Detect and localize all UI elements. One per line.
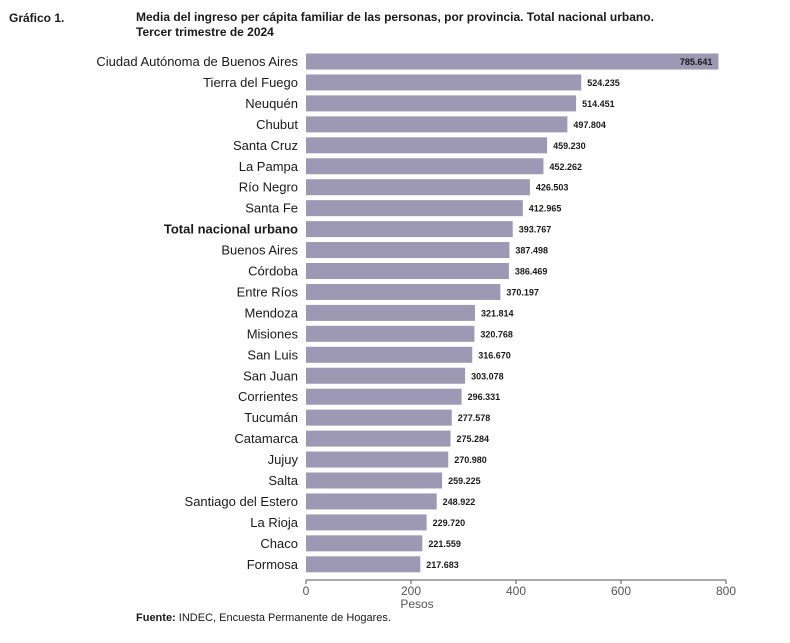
category-label: Neuquén: [245, 96, 298, 111]
category-label: Mendoza: [245, 305, 299, 320]
bar: [306, 346, 473, 363]
category-label: Corrientes: [238, 389, 298, 404]
data-label: 452.262: [549, 162, 582, 172]
bar: [306, 221, 513, 238]
category-label: Córdoba: [248, 264, 299, 279]
category-label: Salta: [268, 473, 298, 488]
category-label: Total nacional urbano: [164, 222, 298, 237]
data-label: 514.451: [582, 99, 615, 109]
data-label: 320.768: [480, 329, 513, 339]
data-label: 459.230: [553, 141, 586, 151]
category-label: La Pampa: [239, 159, 299, 174]
source-note: Fuente: INDEC, Encuesta Permanente de Ho…: [136, 612, 391, 624]
source-text: INDEC, Encuesta Permanente de Hogares.: [178, 612, 391, 624]
source-label: Fuente:: [136, 612, 176, 624]
data-label: 303.078: [471, 371, 504, 381]
bar: [306, 388, 462, 405]
data-label: 386.469: [515, 267, 548, 277]
data-label: 270.980: [454, 455, 487, 465]
bar: [306, 325, 475, 342]
figure-label: Gráfico 1.: [9, 11, 65, 25]
x-tick-label: 200: [401, 584, 421, 598]
category-label: Chubut: [256, 117, 298, 132]
category-label: Buenos Aires: [221, 243, 298, 258]
category-label: Tierra del Fuego: [203, 75, 298, 90]
chart-title: Media del ingreso per cápita familiar de…: [136, 10, 654, 40]
category-label: Catamarca: [234, 431, 298, 446]
bar: [306, 179, 530, 196]
bar: [306, 493, 437, 510]
bar: [306, 535, 423, 552]
data-label: 316.670: [478, 350, 511, 360]
category-label: Entre Ríos: [237, 284, 299, 299]
data-label: 221.559: [428, 539, 461, 549]
bar: [306, 53, 719, 70]
x-tick-label: 600: [611, 584, 631, 598]
category-label: Jujuy: [268, 452, 299, 467]
bar: [306, 137, 548, 154]
category-label: Río Negro: [239, 180, 298, 195]
bar: [306, 74, 582, 91]
bar: [306, 200, 523, 217]
data-label: 387.498: [515, 246, 548, 256]
bar: [306, 158, 544, 175]
data-label: 370.197: [506, 287, 539, 297]
data-label: 259.225: [448, 476, 481, 486]
data-label: 426.503: [536, 183, 569, 193]
data-label: 229.720: [433, 518, 466, 528]
bar: [306, 472, 443, 489]
category-label: Misiones: [247, 326, 299, 341]
data-label: 275.284: [457, 434, 490, 444]
bar: [306, 304, 475, 321]
x-tick-label: 0: [303, 584, 310, 598]
category-label: Santa Fe: [245, 201, 298, 216]
data-label: 412.965: [529, 204, 562, 214]
bar: [306, 242, 510, 259]
chart-title-line-2: Tercer trimestre de 2024: [136, 25, 274, 39]
category-label: La Rioja: [250, 515, 298, 530]
bar: [306, 263, 509, 279]
data-label: 393.767: [519, 225, 552, 235]
x-tick-label: 800: [716, 584, 736, 598]
x-tick-label: 400: [506, 584, 526, 598]
data-label: 277.578: [458, 413, 491, 423]
x-axis-title: Pesos: [400, 597, 433, 611]
category-label: San Luis: [247, 347, 298, 362]
data-label: 248.922: [443, 497, 476, 507]
data-label: 296.331: [468, 392, 501, 402]
bar: [306, 451, 449, 468]
category-label: Santiago del Estero: [185, 494, 298, 509]
bar: [306, 409, 452, 426]
category-label: Tucumán: [244, 410, 298, 425]
category-label: Formosa: [247, 557, 299, 572]
data-label: 497.804: [573, 120, 606, 130]
chart-title-line-1: Media del ingreso per cápita familiar de…: [136, 10, 654, 24]
data-label: 217.683: [426, 560, 459, 570]
category-label: San Juan: [243, 368, 298, 383]
bar: [306, 283, 501, 300]
data-label: 321.814: [481, 308, 514, 318]
bar: [306, 556, 421, 573]
data-label: 785.641: [680, 57, 713, 67]
data-label: 524.235: [587, 78, 620, 88]
category-label: Chaco: [260, 536, 298, 551]
bar: [306, 95, 577, 112]
bar: [306, 514, 427, 531]
category-label: Santa Cruz: [233, 138, 298, 153]
bar: [306, 430, 451, 447]
bar: [306, 116, 568, 133]
category-label: Ciudad Autónoma de Buenos Aires: [96, 54, 298, 69]
bar: [306, 367, 466, 384]
